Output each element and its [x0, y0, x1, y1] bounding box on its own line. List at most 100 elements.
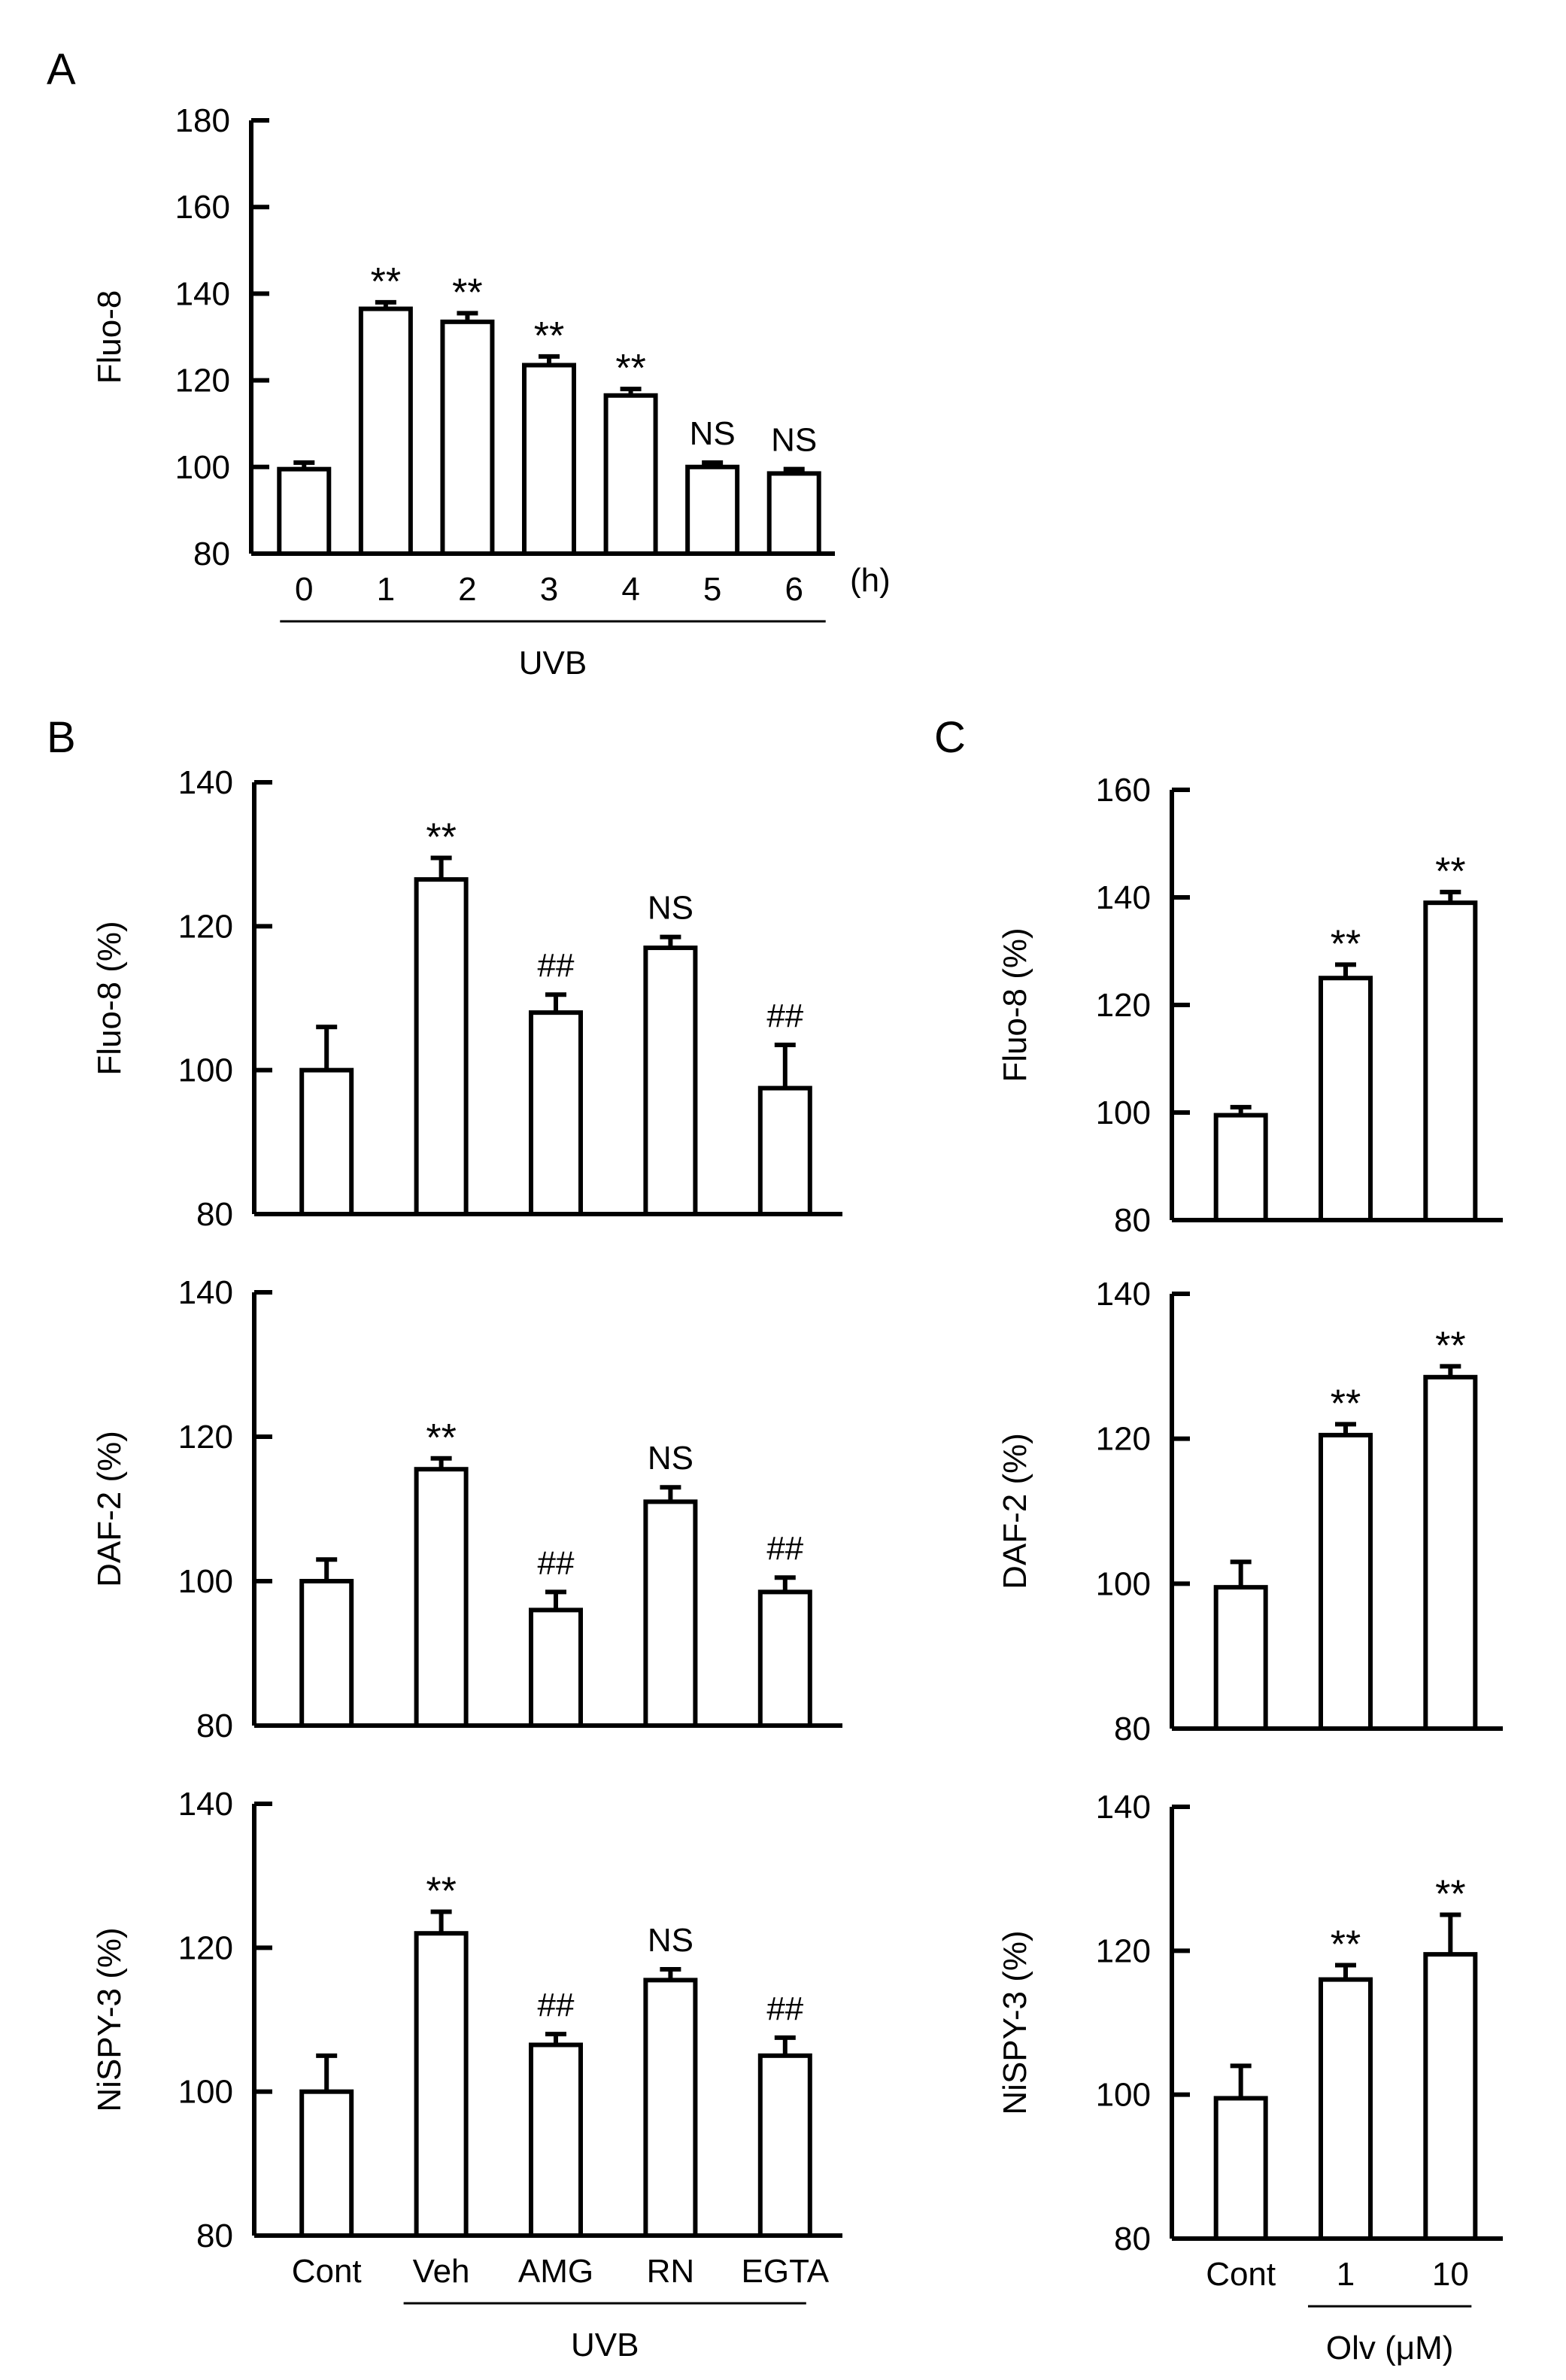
bar: [1423, 1374, 1478, 1731]
y-axis-label: Fluo-8 (%): [91, 921, 128, 1075]
bar: [1213, 1585, 1268, 1731]
significance-label: **: [1435, 850, 1465, 894]
y-axis-label: DAF-2 (%): [997, 1433, 1033, 1589]
bar: [358, 306, 413, 556]
x-tick-label: EGTA: [742, 2253, 830, 2290]
x-tick-label: 3: [540, 571, 558, 608]
bar: [643, 1499, 698, 1729]
y-tick-label: 120: [178, 908, 233, 945]
x-tick-label: Cont: [1206, 2256, 1276, 2293]
significance-label: ##: [766, 1990, 803, 2027]
x-unit-label: (h): [850, 562, 891, 599]
panel-b2: 80 100 120 140 DAF-2 (%) ** ## NS ##: [91, 1274, 842, 1744]
x-tick-label: AMG: [518, 2253, 593, 2290]
bar: [757, 1589, 812, 1728]
x-tick-label: 10: [1432, 2256, 1469, 2293]
bar: [1213, 2096, 1268, 2241]
bar: [299, 1067, 354, 1216]
y-tick-label: 80: [1114, 1202, 1151, 1239]
bar: [757, 1085, 812, 1217]
bar: [1423, 900, 1478, 1223]
x-tick-label: 4: [621, 571, 639, 608]
significance-label: **: [534, 314, 564, 358]
significance-label: ##: [538, 947, 575, 984]
y-tick-label: 140: [1096, 1789, 1151, 1826]
significance-label: ##: [766, 1530, 803, 1567]
y-axis-label: NiSPY-3 (%): [91, 1927, 128, 2111]
significance-label: **: [1331, 922, 1361, 966]
y-tick-label: 120: [178, 1929, 233, 1966]
y-tick-label: 140: [178, 1786, 233, 1823]
significance-label: ##: [538, 1544, 575, 1581]
panel-b1: B 80 100 120 140 Fluo-8 (%) ** ## NS ##: [47, 713, 842, 1233]
significance-label: **: [426, 815, 456, 859]
panel-label: C: [934, 713, 966, 762]
significance-label: ##: [538, 1987, 575, 2023]
y-tick-label: 120: [1096, 1421, 1151, 1458]
significance-label: NS: [648, 890, 693, 927]
bar: [414, 877, 469, 1217]
y-axis-label: Fluo-8 (%): [997, 927, 1033, 1082]
y-tick-label: 180: [175, 102, 230, 139]
bar: [414, 1931, 469, 2238]
bar: [1319, 1977, 1373, 2242]
bar: [1319, 1432, 1373, 1731]
bar: [757, 2053, 812, 2238]
y-tick-label: 100: [178, 1052, 233, 1089]
significance-label: **: [615, 347, 645, 390]
significance-label: **: [452, 271, 482, 314]
bar: [440, 319, 495, 556]
bar: [529, 1607, 583, 1728]
x-tick-label: 2: [458, 571, 476, 608]
significance-label: NS: [690, 415, 736, 452]
significance-label: ##: [766, 997, 803, 1034]
y-axis-label: DAF-2 (%): [91, 1431, 128, 1587]
y-tick-label: 120: [178, 1419, 233, 1456]
panel-b3: 80 100 120 140 NiSPY-3 (%) ** ## NS ## Cont Veh AMG…: [91, 1786, 842, 2363]
y-tick-label: 140: [175, 275, 230, 312]
significance-label: NS: [771, 422, 817, 459]
bar: [529, 1010, 583, 1216]
bar: [299, 1579, 354, 1728]
bar: [1319, 976, 1373, 1222]
significance-label: NS: [648, 1440, 693, 1477]
y-tick-label: 140: [1096, 879, 1151, 916]
bar: [643, 1978, 698, 2238]
panel-label: A: [47, 45, 76, 94]
significance-label: **: [1435, 1873, 1465, 1917]
bar: [299, 2089, 354, 2239]
y-tick-label: 140: [178, 1274, 233, 1311]
x-tick-label: 1: [1337, 2256, 1355, 2293]
y-tick-label: 80: [193, 536, 230, 572]
bar: [643, 946, 698, 1216]
bar: [685, 464, 740, 556]
x-tick-label: Veh: [413, 2253, 470, 2290]
significance-label: **: [426, 1416, 456, 1460]
y-tick-label: 140: [1096, 1276, 1151, 1313]
group-label: UVB: [519, 645, 587, 682]
panel-a: A 80 100 120 140 160 180 Fluo-8 ** ** ** ** NS NS 0 1 2 3…: [47, 45, 891, 682]
significance-label: **: [371, 260, 401, 304]
y-tick-label: 160: [175, 189, 230, 226]
significance-label: NS: [648, 1922, 693, 1959]
y-tick-label: 140: [178, 764, 233, 801]
y-tick-label: 80: [196, 2218, 233, 2254]
significance-label: **: [1435, 1324, 1465, 1368]
bar: [766, 471, 821, 556]
bar: [522, 363, 576, 556]
bar: [603, 393, 658, 557]
x-tick-label: 5: [703, 571, 721, 608]
y-tick-label: 100: [1096, 2077, 1151, 2114]
y-tick-label: 80: [196, 1196, 233, 1233]
y-tick-label: 80: [196, 1708, 233, 1744]
y-tick-label: 100: [178, 1563, 233, 1600]
bar: [1423, 1952, 1478, 2242]
significance-label: **: [1331, 1923, 1361, 1966]
y-tick-label: 120: [175, 363, 230, 399]
bar: [1213, 1113, 1268, 1222]
y-tick-label: 160: [1096, 772, 1151, 809]
group-label: UVB: [571, 2327, 639, 2363]
panel-label: B: [47, 713, 76, 762]
panel-c3: 80 100 120 140 NiSPY-3 (%) ** ** Cont 1 10 Olv (μM…: [997, 1789, 1503, 2366]
